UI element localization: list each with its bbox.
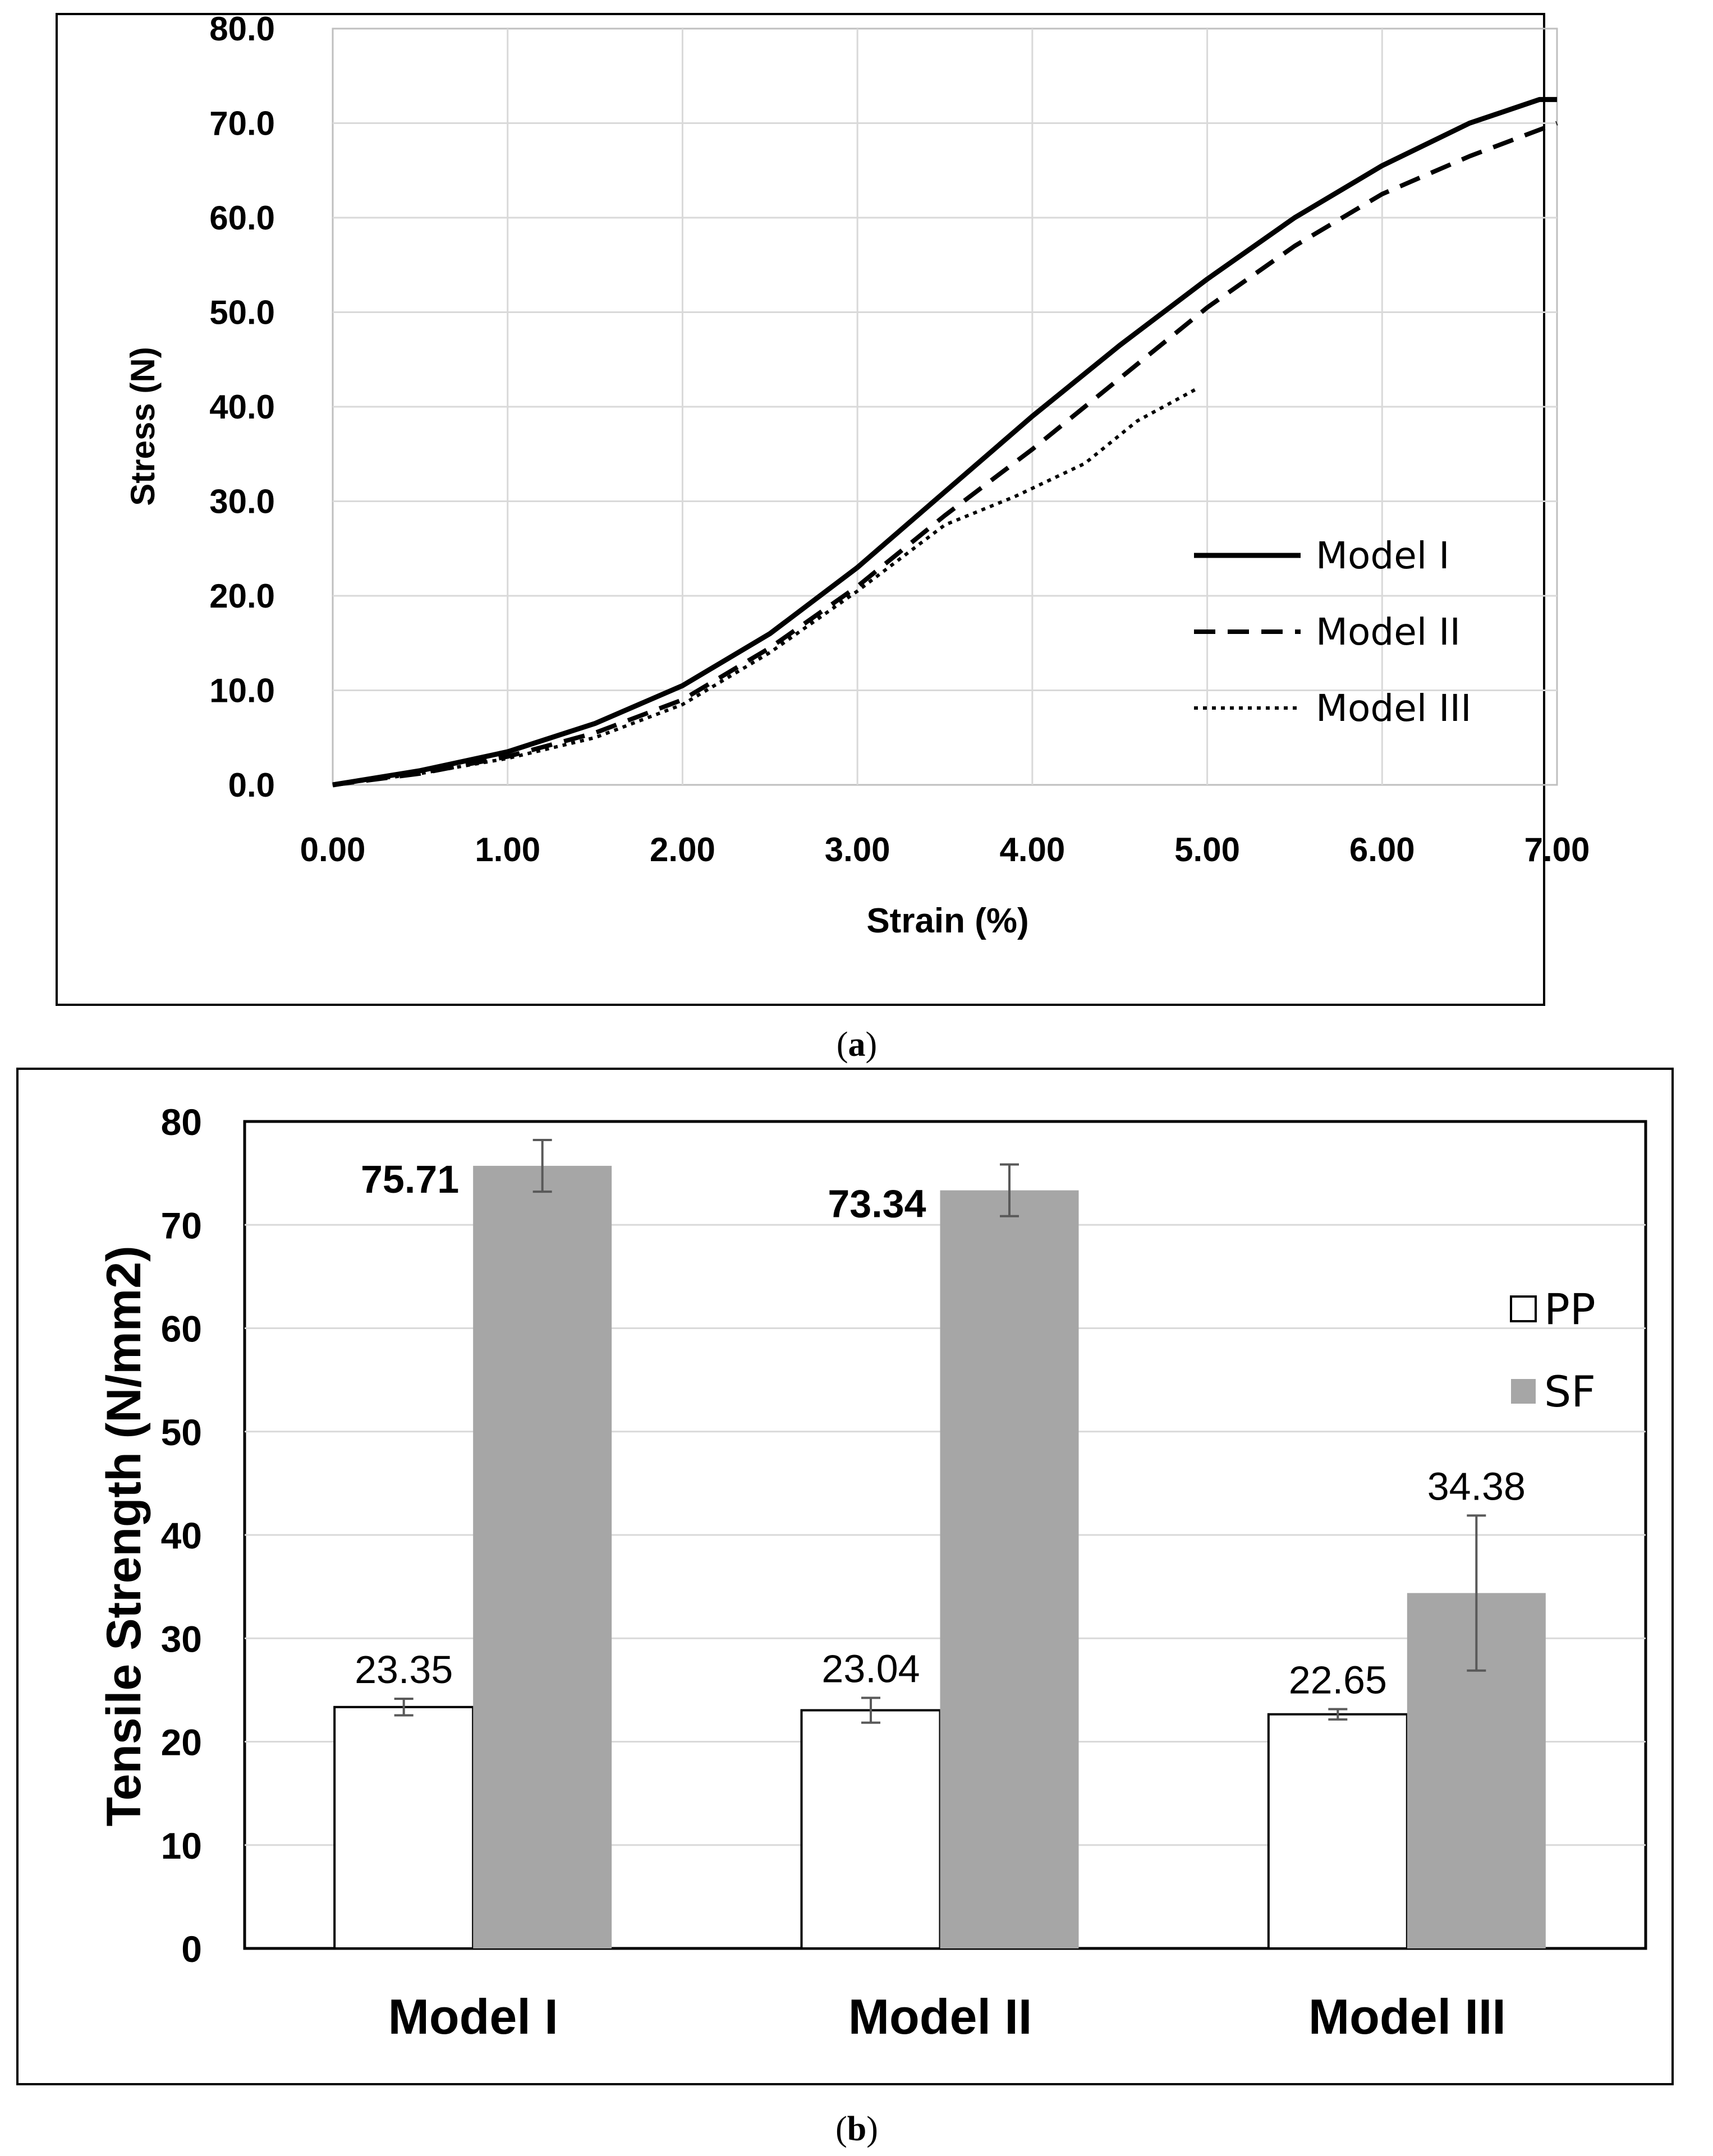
panel-a-y-tick: 10.0 [209,672,275,710]
panel-a-x-tick: 4.00 [999,831,1065,868]
panel-b-y-tick: 60 [161,1308,202,1350]
panel-a-legend: Model I Model II Model III [1194,534,1472,730]
category-label-model-iii: Model III [1308,1989,1506,2044]
panel-a-x-tick: 6.00 [1349,831,1415,868]
data-label-sf-model-ii: 73.34 [828,1182,926,1226]
series-line-model-i [332,96,1557,788]
data-label-pp-model-iii: 22.65 [1289,1658,1387,1702]
panel-b-y-axis-title: Tensile Strength (N/mm2) [97,1245,151,1826]
panel-a-y-tick: 30.0 [209,483,275,521]
legend-swatch-pp [1510,1295,1537,1322]
panel-a-gridlines [333,29,1557,785]
panel-b-y-tick: 20 [161,1722,202,1763]
panel-b-legend: PP SF [1510,1284,1596,1417]
legend-label-sf: SF [1544,1367,1596,1417]
data-label-pp-model-i: 23.35 [355,1648,453,1691]
panel-a-x-tick: 3.00 [825,831,890,868]
panel-a-x-tick: 5.00 [1174,831,1240,868]
bar-pp-model-i [333,1706,475,1950]
panel-a-caption: (a) [837,1026,877,1064]
panel-a-caption-letter: a [848,1026,866,1064]
category-label-model-ii: Model II [848,1989,1032,2044]
panel-b-category-labels: Model I Model II Model III [388,1989,1506,2044]
panel-b-caption-letter: b [847,2110,866,2148]
panel-a-frame [56,13,1545,1006]
category-label-model-i: Model I [388,1989,558,2044]
bar-sf-model-ii [940,1190,1079,1948]
panel-b-y-tick: 10 [161,1825,202,1867]
panel-b-y-tick: 30 [161,1618,202,1659]
legend-label-model-iii: Model III [1316,687,1472,730]
legend-label-model-ii: Model II [1316,610,1461,654]
panel-a-y-axis-title: Stress (N) [124,347,162,505]
bar-pp-model-ii [800,1709,942,1950]
panel-b-y-tick: 50 [161,1412,202,1453]
panel-b-bars [333,1166,1546,1950]
panel-b-caption: (b) [835,2110,878,2148]
panel-a-x-tick: 1.00 [475,831,540,868]
panel-a-x-axis-title: Strain (%) [866,902,1028,940]
panel-a-x-tick-labels: 0.00 1.00 2.00 3.00 4.00 5.00 6.00 7.00 [300,831,1590,868]
panel-a-line-chart: 0.0 10.0 20.0 30.0 40.0 50.0 60.0 70.0 80.0 0.00… [56,10,1590,1064]
panel-a-y-tick: 20.0 [209,577,275,615]
data-label-pp-model-ii: 23.04 [821,1647,920,1690]
panel-a-x-tick: 0.00 [300,831,366,868]
series-line-model-iii [332,386,1200,787]
data-label-sf-model-iii: 34.38 [1427,1464,1526,1508]
panel-b-y-tick: 80 [161,1101,202,1143]
legend-label-pp: PP [1544,1284,1596,1334]
panel-a-y-tick: 60.0 [209,199,275,237]
series-line-model-ii [332,121,1558,787]
panel-a-y-tick: 50.0 [209,294,275,332]
panel-b-y-tick: 40 [161,1515,202,1556]
legend-swatch-sf [1511,1379,1536,1404]
panel-b-bar-chart: 23.35 75.71 23.04 73.34 22.65 34.38 0 10 20 30 40… [16,1068,1674,2148]
panel-a-y-tick: 70.0 [209,105,275,142]
panel-b-y-tick: 0 [181,1928,202,1970]
panel-a-y-tick: 40.0 [209,388,275,426]
panel-b-y-tick-labels: 0 10 20 30 40 50 60 70 80 [161,1101,202,1970]
panel-a-x-tick: 7.00 [1524,831,1590,868]
bar-pp-model-iii [1267,1713,1408,1950]
panel-b-y-tick: 70 [161,1205,202,1246]
panel-a-y-tick: 80.0 [209,10,275,48]
panel-b-data-labels: 23.35 75.71 23.04 73.34 22.65 34.38 [355,1157,1526,1702]
legend-label-model-i: Model I [1316,534,1450,577]
panel-b-error-bars [394,1138,1486,1724]
data-label-sf-model-i: 75.71 [361,1157,459,1201]
panel-a-series [332,96,1558,788]
panel-a-y-tick-labels: 0.0 10.0 20.0 30.0 40.0 50.0 60.0 70.0 80.0 [209,10,275,804]
panel-a-y-tick: 0.0 [228,766,275,804]
bar-sf-model-i [473,1166,612,1948]
panel-a-x-tick: 2.00 [650,831,715,868]
